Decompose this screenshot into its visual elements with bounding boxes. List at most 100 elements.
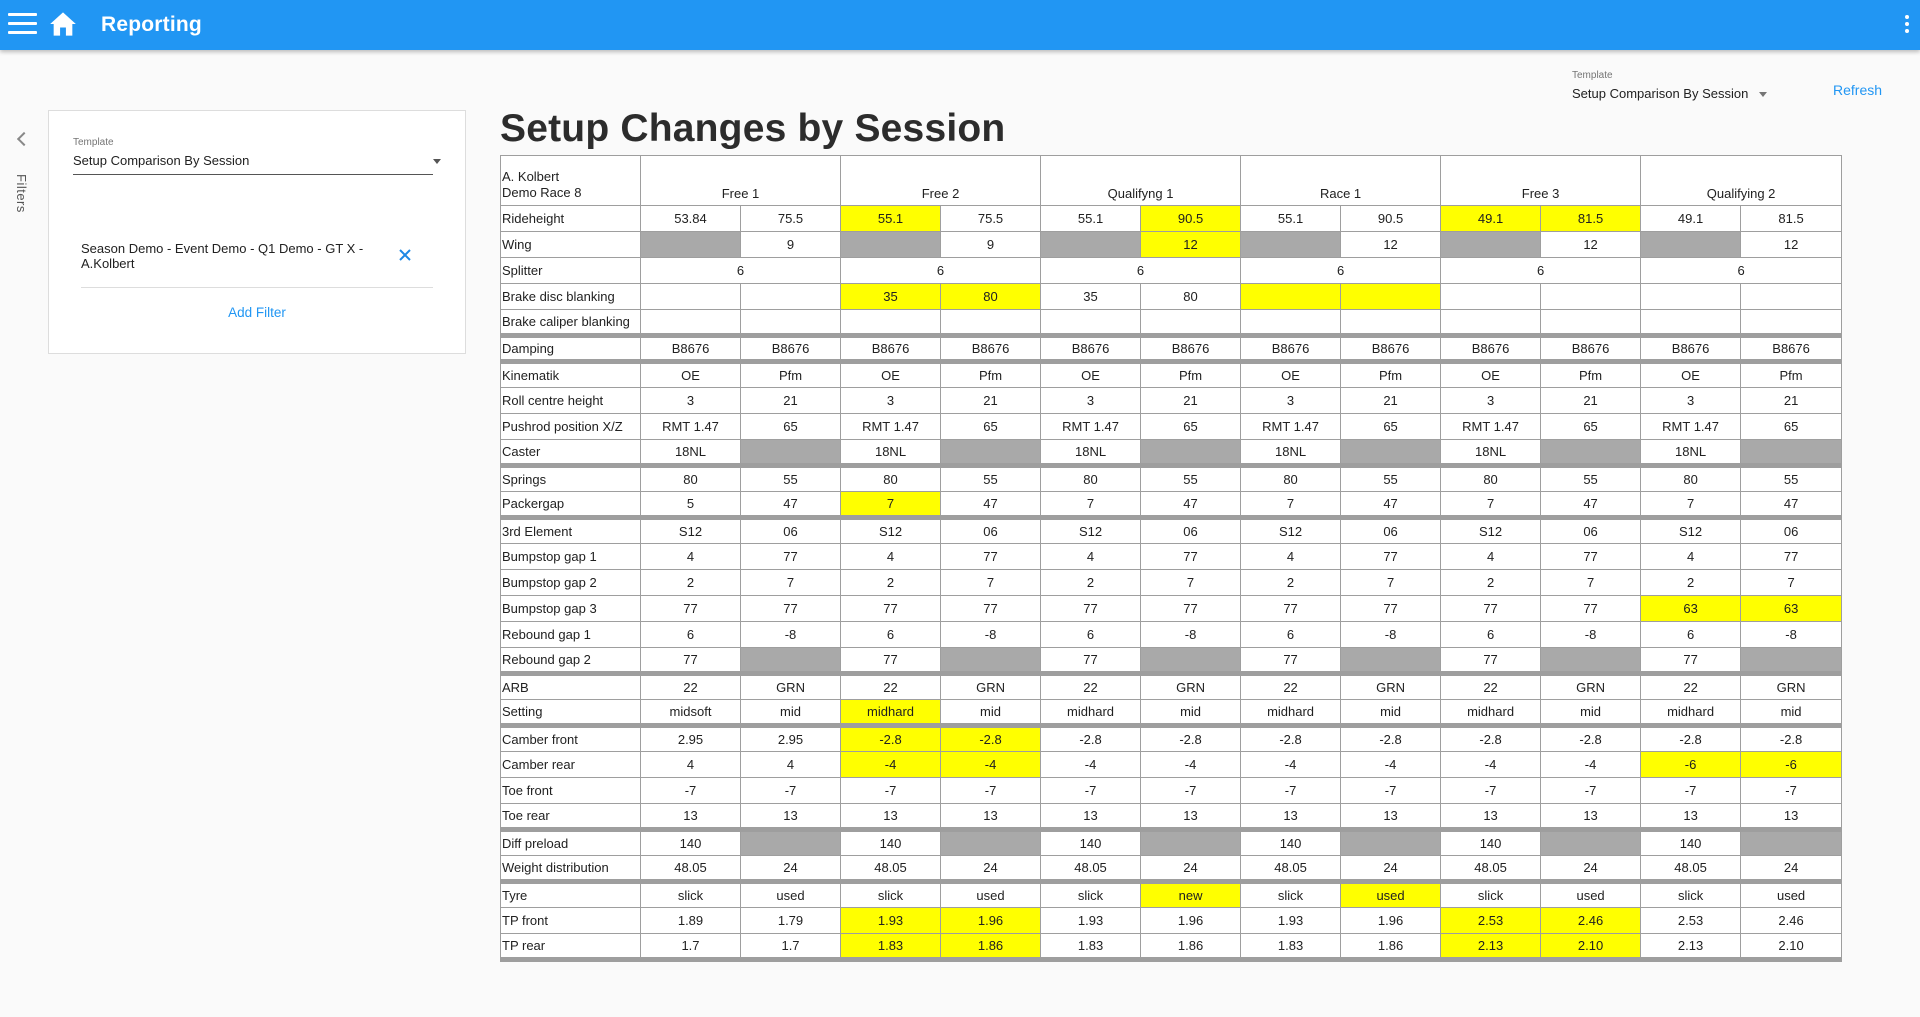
top-template-select[interactable]: Template Setup Comparison By Session [1572, 70, 1777, 101]
value-cell: 2.53 [1440, 907, 1542, 934]
table-row: Brake caliper blanking [500, 309, 1843, 336]
value-cell: slick [640, 879, 741, 908]
table-row: Tyre slick used slick used slick new slick used s… [500, 879, 1843, 908]
app-bar: Reporting [0, 0, 1920, 50]
value-cell: 140 [840, 827, 942, 856]
value-cell: 7 [1540, 569, 1642, 596]
top-template-value[interactable]: Setup Comparison By Session [1572, 86, 1749, 101]
add-filter-button[interactable]: Add Filter [228, 305, 286, 320]
row-label: Roll centre height [500, 387, 641, 414]
value-cell: 47 [739, 491, 842, 518]
more-vert-icon[interactable] [1904, 15, 1910, 35]
refresh-button[interactable]: Refresh [1833, 82, 1883, 98]
value-cell: 4 [1640, 543, 1742, 570]
value-cell: S12 [640, 515, 741, 544]
value-cell [1340, 309, 1442, 336]
value-cell: midhard [840, 699, 942, 726]
value-cell: 2.95 [739, 723, 842, 752]
value-cell: B8676 [1040, 333, 1142, 362]
value-cell: 1.93 [840, 907, 942, 934]
value-cell: S12 [840, 515, 942, 544]
row-label: Brake disc blanking [500, 283, 641, 310]
filters-rail[interactable]: Filters [12, 131, 36, 213]
value-cell: 2.10 [1540, 933, 1642, 962]
value-cell: -2.8 [1540, 723, 1642, 752]
value-cell: 18NL [1040, 439, 1142, 466]
value-cell: 22 [1240, 671, 1342, 700]
value-cell: 06 [940, 515, 1042, 544]
value-cell: 7 [940, 569, 1042, 596]
row-label: Kinematik [500, 359, 641, 388]
value-cell: 2.95 [640, 723, 741, 752]
value-cell: 77 [840, 647, 942, 674]
value-cell: B8676 [1440, 333, 1542, 362]
row-label: Pushrod position X/Z [500, 413, 641, 440]
close-icon[interactable] [397, 247, 413, 263]
value-cell: 55.1 [1040, 205, 1142, 232]
value-cell: GRN [1140, 671, 1242, 700]
value-cell: midhard [1240, 699, 1342, 726]
value-cell: 48.05 [1440, 855, 1542, 882]
value-cell: 13 [640, 803, 741, 830]
dropdown-arrow-icon[interactable] [433, 159, 441, 164]
value-cell: 13 [1440, 803, 1542, 830]
value-cell: -2.8 [840, 723, 942, 752]
value-cell: OE [1240, 359, 1342, 388]
value-cell: 65 [1540, 413, 1642, 440]
value-cell: 7 [840, 491, 942, 518]
value-cell [840, 231, 942, 258]
filters-rail-label[interactable]: Filters [14, 174, 29, 213]
value-cell: 77 [840, 595, 942, 622]
chevron-left-icon[interactable] [16, 131, 32, 147]
header-label-cell: A. Kolbert Demo Race 8 [500, 155, 641, 206]
value-cell: Pfm [1340, 359, 1442, 388]
dropdown-arrow-icon[interactable] [1759, 92, 1767, 97]
value-cell: 4 [1240, 543, 1342, 570]
table-row: Bumpstop gap 3 77 77 77 77 77 77 77 77 77 77 63 63 [500, 595, 1843, 622]
home-icon[interactable] [49, 11, 77, 37]
value-cell: midhard [1040, 699, 1142, 726]
row-label: Splitter [500, 257, 641, 284]
value-cell: RMT 1.47 [640, 413, 741, 440]
menu-icon[interactable] [8, 13, 37, 37]
report-title: Setup Changes by Session [500, 107, 1006, 150]
value-cell: -2.8 [1440, 723, 1542, 752]
value-cell: 1.83 [1240, 933, 1342, 962]
value-cell: 77 [940, 543, 1042, 570]
row-label: Toe front [500, 777, 641, 804]
table-row: Bumpstop gap 1 4 77 4 77 4 77 4 77 4 77 4 77 [500, 543, 1843, 570]
value-cell: -7 [739, 777, 842, 804]
row-label: 3rd Element [500, 515, 641, 544]
value-cell: B8676 [1140, 333, 1242, 362]
value-cell: 4 [1040, 543, 1142, 570]
value-cell: midhard [1640, 699, 1742, 726]
value-cell: -2.8 [1140, 723, 1242, 752]
value-cell: -6 [1640, 751, 1742, 778]
value-cell [640, 231, 741, 258]
value-cell: 24 [1540, 855, 1642, 882]
value-cell: -4 [840, 751, 942, 778]
value-cell: 140 [1240, 827, 1342, 856]
value-cell: 13 [1740, 803, 1843, 830]
value-cell: 24 [1740, 855, 1843, 882]
value-cell: 77 [1240, 595, 1342, 622]
value-cell [1140, 439, 1242, 466]
value-cell: 80 [1140, 283, 1242, 310]
value-cell: 90.5 [1340, 205, 1442, 232]
table-row: Damping B8676 B8676 B8676 B8676 B8676 B8676 B86… [500, 333, 1843, 362]
value-cell: 1.83 [1040, 933, 1142, 962]
value-cell: 77 [1740, 543, 1843, 570]
value-cell: mid [1740, 699, 1843, 726]
filter-panel: Template Setup Comparison By Session Sea… [48, 110, 466, 354]
value-cell: 9 [739, 231, 842, 258]
value-cell [739, 283, 842, 310]
top-template-label: Template [1572, 70, 1613, 81]
value-cell: slick [1240, 879, 1342, 908]
value-cell [1340, 283, 1442, 310]
filter-template-select[interactable]: Setup Comparison By Session [73, 153, 433, 175]
value-cell: GRN [1340, 671, 1442, 700]
value-cell [1140, 827, 1242, 856]
value-cell: used [739, 879, 842, 908]
value-cell: 6 [639, 257, 842, 284]
value-cell: -8 [739, 621, 842, 648]
